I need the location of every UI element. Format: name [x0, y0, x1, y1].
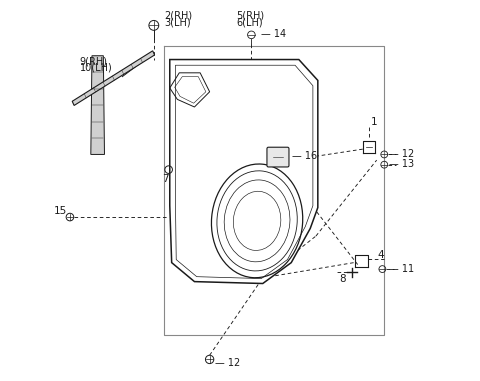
Text: 6(LH): 6(LH)	[236, 17, 263, 27]
Text: 4: 4	[378, 250, 384, 260]
Polygon shape	[91, 56, 105, 154]
Text: 5(RH): 5(RH)	[236, 11, 264, 21]
Text: — 13: — 13	[389, 159, 414, 169]
FancyBboxPatch shape	[267, 147, 289, 167]
Text: — 16: — 16	[292, 151, 317, 161]
Polygon shape	[72, 51, 155, 106]
Polygon shape	[170, 59, 318, 283]
Text: 3(LH): 3(LH)	[164, 17, 191, 27]
Text: 10(LH): 10(LH)	[80, 63, 112, 73]
Text: — 12: — 12	[389, 149, 414, 158]
Text: 9(RH): 9(RH)	[80, 56, 108, 66]
Text: 15: 15	[54, 207, 67, 216]
Text: 8: 8	[339, 274, 346, 283]
Text: 2(RH): 2(RH)	[164, 11, 192, 21]
Text: 1: 1	[371, 117, 378, 127]
Text: 7: 7	[162, 174, 169, 184]
Text: — 11: — 11	[389, 264, 414, 274]
Text: — 14: — 14	[261, 29, 286, 39]
Text: — 12: — 12	[216, 358, 240, 368]
